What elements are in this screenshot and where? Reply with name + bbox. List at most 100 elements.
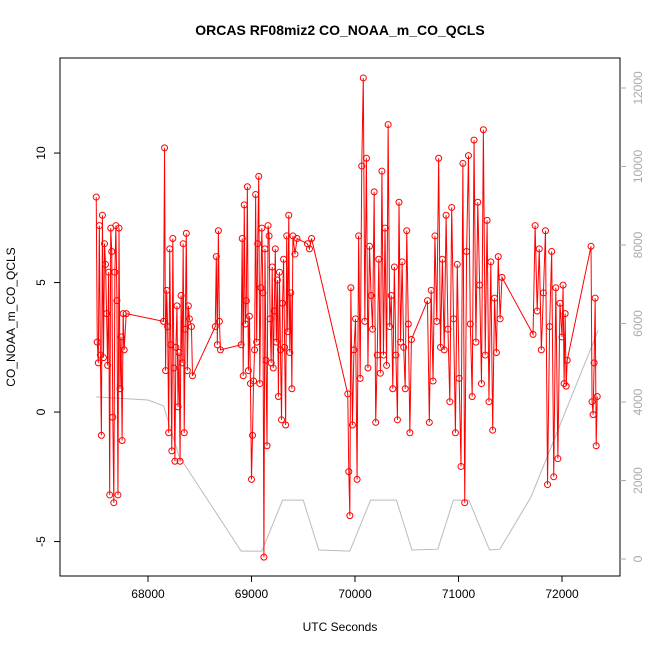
data-point: [173, 302, 181, 310]
data-point: [392, 351, 400, 359]
data-point: [269, 364, 277, 372]
data-point: [180, 429, 188, 437]
data-point: [481, 351, 489, 359]
data-point: [359, 74, 367, 82]
data-point: [370, 188, 378, 196]
data-point: [492, 348, 500, 356]
y-tick-label: -5: [34, 536, 48, 547]
data-point: [174, 403, 182, 411]
data-point: [97, 431, 105, 439]
data-point: [346, 512, 354, 520]
y2-tick-label: 0: [631, 555, 645, 562]
data-point: [362, 154, 370, 162]
plot-frame: [59, 57, 621, 577]
data-point: [172, 343, 180, 351]
data-point: [177, 292, 185, 300]
data-point: [390, 263, 398, 271]
data-point: [240, 201, 248, 209]
data-point: [393, 416, 401, 424]
data-point: [429, 377, 437, 385]
data-point: [464, 152, 472, 160]
data-point: [444, 325, 452, 333]
data-point: [491, 294, 499, 302]
data-point: [256, 380, 264, 388]
data-point: [169, 235, 177, 243]
data-point: [275, 268, 283, 276]
data-point: [251, 346, 259, 354]
data-point: [403, 227, 411, 235]
data-point: [266, 315, 274, 323]
data-point: [364, 364, 372, 372]
data-point: [361, 317, 369, 325]
data-point: [345, 468, 353, 476]
data-point: [435, 154, 443, 162]
data-point: [591, 294, 599, 302]
data-point: [563, 356, 571, 364]
y2-tick-label: 4000: [631, 388, 645, 415]
data-point: [455, 374, 463, 382]
data-point: [474, 198, 482, 206]
data-point: [165, 429, 173, 437]
data-point: [407, 336, 415, 344]
data-point: [376, 369, 384, 377]
data-point: [282, 421, 290, 429]
data-point: [537, 346, 545, 354]
data-point: [95, 222, 103, 230]
data-point: [375, 255, 383, 263]
data-point: [242, 297, 250, 305]
data-point: [489, 426, 497, 434]
data-point: [353, 475, 361, 483]
data-point: [104, 361, 112, 369]
data-point: [389, 385, 397, 393]
y-tick-label: 10: [34, 146, 48, 160]
data-point: [215, 317, 223, 325]
data-point: [280, 255, 288, 263]
data-point: [450, 315, 458, 323]
data-point: [110, 499, 118, 507]
data-point: [260, 553, 268, 561]
data-point: [472, 338, 480, 346]
data-point: [463, 247, 471, 255]
y2-tick-label: 2000: [631, 467, 645, 494]
data-point: [350, 346, 358, 354]
data-point: [99, 354, 107, 362]
data-point: [468, 393, 476, 401]
data-point: [168, 447, 176, 455]
data-point: [178, 359, 186, 367]
data-point: [558, 333, 566, 341]
data-point: [279, 299, 287, 307]
data-point: [395, 198, 403, 206]
data-point: [352, 315, 360, 323]
data-point: [244, 367, 252, 375]
data-point: [170, 364, 178, 372]
data-point: [163, 286, 171, 294]
data-point: [476, 281, 484, 289]
y2-tick-label: 6000: [631, 310, 645, 337]
data-point: [559, 281, 567, 289]
data-point: [185, 315, 193, 323]
data-point: [261, 245, 269, 253]
x-axis-label: UTC Seconds: [303, 620, 378, 634]
data-point: [270, 307, 278, 315]
data-point: [102, 260, 110, 268]
data-point: [247, 475, 255, 483]
y2-tick-label: 8000: [631, 231, 645, 258]
data-point: [378, 167, 386, 175]
data-point: [238, 235, 246, 243]
data-point: [427, 286, 435, 294]
data-point: [181, 325, 189, 333]
data-point: [397, 338, 405, 346]
data-point: [531, 222, 539, 230]
data-point: [119, 310, 127, 318]
chart-title: ORCAS RF08miz2 CO_NOAA_m_CO_QCLS: [195, 22, 484, 38]
data-point: [213, 341, 221, 349]
series-line: [95, 77, 598, 558]
data-point: [400, 343, 408, 351]
data-point: [115, 224, 123, 232]
data-point: [544, 481, 552, 489]
data-point: [470, 136, 478, 144]
data-point: [293, 235, 301, 243]
x-tick-label: 71000: [442, 587, 476, 601]
data-point: [485, 398, 493, 406]
